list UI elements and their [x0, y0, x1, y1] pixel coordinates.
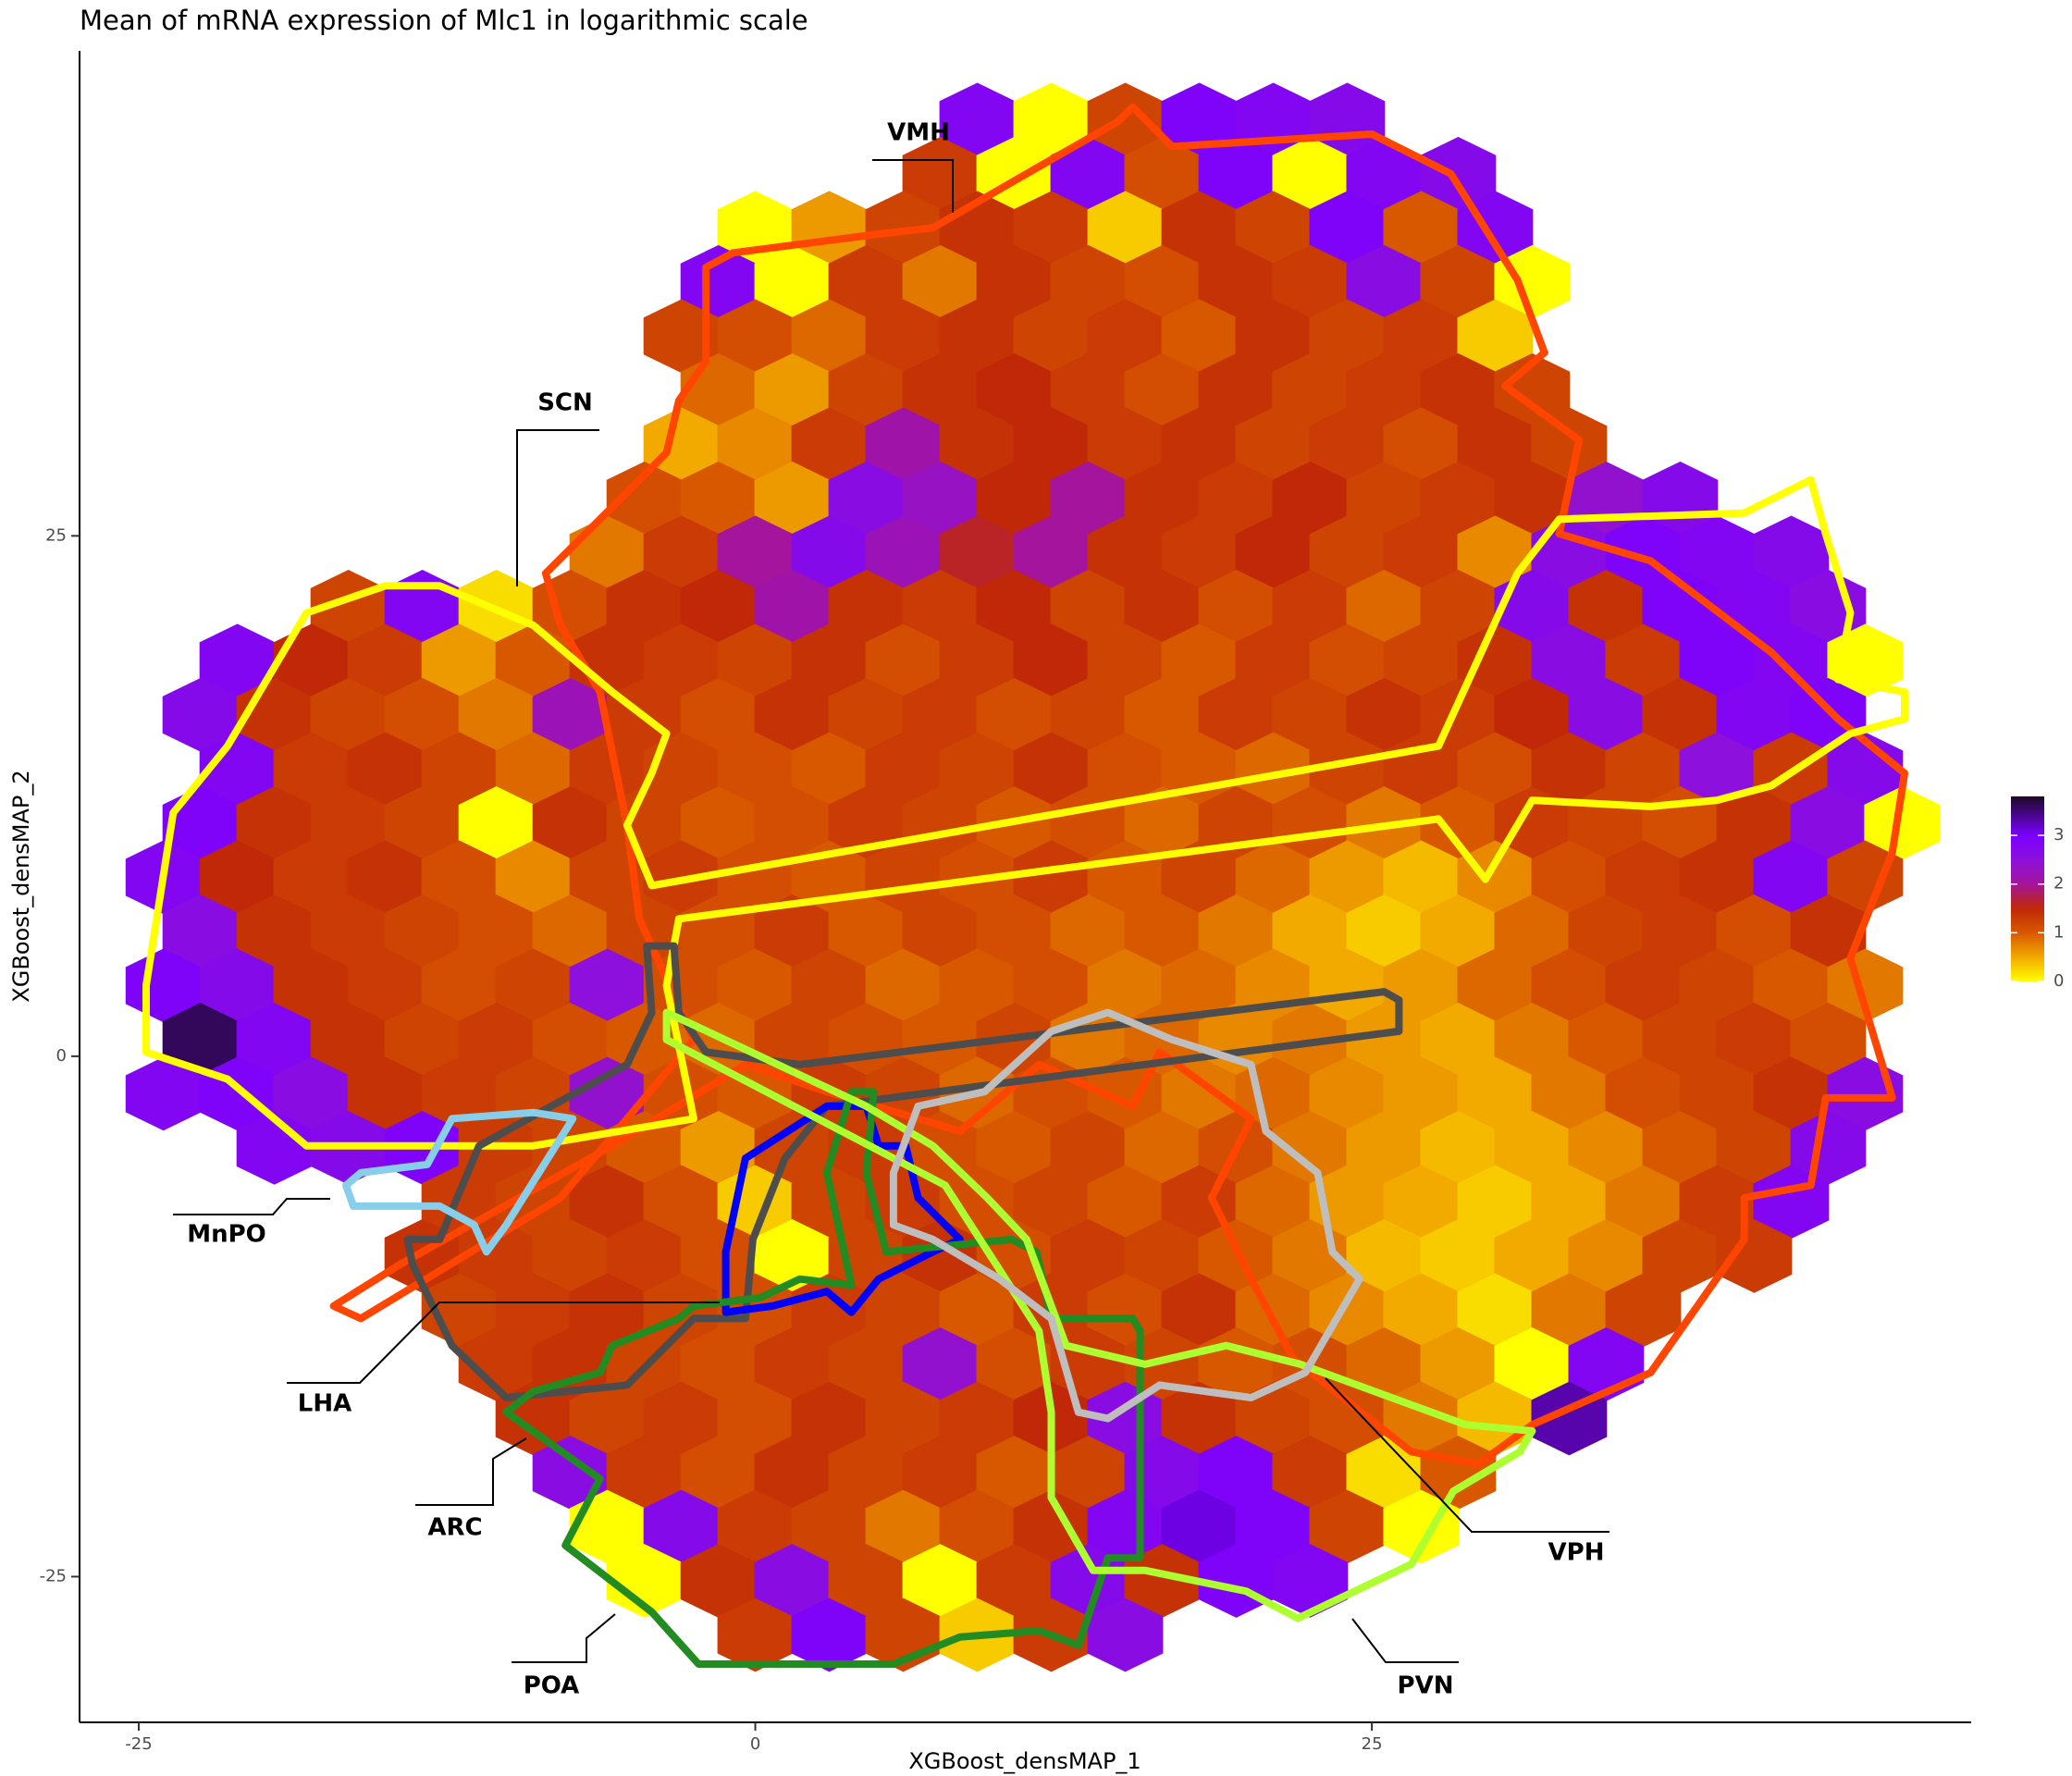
- region-label: LHA: [298, 1390, 352, 1418]
- colorbar-tick-label: 1: [2054, 922, 2064, 942]
- y-tick-label: -25: [40, 1566, 67, 1585]
- callout-line: [516, 429, 599, 586]
- region-label: SCN: [537, 389, 593, 417]
- x-tick-label: -25: [125, 1734, 152, 1754]
- callout-line: [1351, 1618, 1459, 1663]
- region-outline: [329, 103, 1908, 1468]
- callout-line: [512, 1613, 616, 1663]
- region-outlines: [142, 103, 1908, 1668]
- callouts: [173, 159, 1610, 1663]
- region-label: ARC: [427, 1514, 482, 1542]
- y-tick-label: 25: [45, 525, 67, 545]
- callout-line: [173, 1198, 330, 1215]
- region-label: VPH: [1548, 1539, 1605, 1567]
- colorbar-tick-label: 2: [2054, 874, 2064, 894]
- region-label: MnPO: [187, 1221, 266, 1249]
- x-axis-label: XGBoost_densMAP_1: [908, 1748, 1141, 1774]
- hexbin-cell: [1272, 1544, 1349, 1618]
- axes: -25 0 25 -25 0 25: [40, 525, 1383, 1754]
- hexbin-cell: [1716, 1219, 1793, 1293]
- callout-line: [1325, 1377, 1610, 1533]
- x-tick-label: 25: [1362, 1734, 1383, 1754]
- chart-title: Mean of mRNA expression of Mlc1 in logar…: [80, 5, 808, 36]
- callout-line: [287, 1301, 720, 1384]
- region-outline: [142, 475, 1908, 1150]
- region-outline: [662, 1008, 1536, 1622]
- callout-line: [872, 159, 954, 213]
- y-axis-label: XGBoost_densMAP_2: [8, 770, 34, 1002]
- region-label: PVN: [1398, 1672, 1454, 1700]
- colorbar-tick-label: 0: [2054, 971, 2064, 991]
- callout-line: [415, 1437, 527, 1506]
- hexbin-layer: [125, 82, 1941, 1672]
- region-outline: [342, 1108, 577, 1256]
- region-label: POA: [524, 1672, 580, 1700]
- y-tick-label: 0: [56, 1046, 67, 1066]
- region-label: VMH: [887, 119, 950, 147]
- region-outline: [889, 1008, 1363, 1423]
- colorbar-gradient: [2011, 796, 2044, 981]
- colorbar-tick-label: 3: [2054, 825, 2064, 845]
- colorbar: 0 1 2 3: [2011, 796, 2064, 991]
- x-tick-label: 0: [750, 1734, 760, 1754]
